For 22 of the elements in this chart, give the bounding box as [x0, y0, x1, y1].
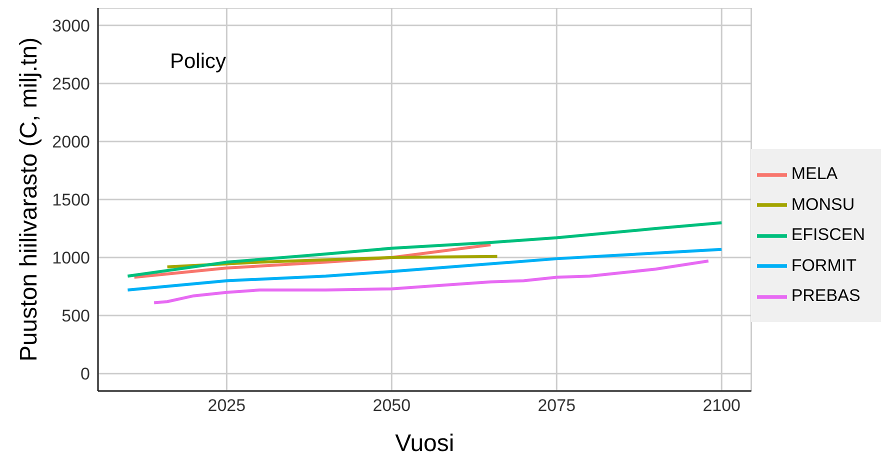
x-axis-title: Vuosi [395, 430, 454, 457]
line-series [152, 260, 710, 304]
x-tick-label: 2050 [372, 396, 411, 416]
legend-label: MELA [791, 164, 838, 184]
y-axis-title: Puuston hiilivarasto (C, milj.tn) [16, 37, 43, 362]
x-tick-label: 2075 [538, 396, 576, 416]
legend-label: MONSU [791, 194, 855, 214]
legend-label: EFISCEN [791, 225, 865, 244]
line-series [126, 221, 724, 278]
y-tick-label: 1500 [52, 190, 90, 210]
y-tick-label: 2000 [52, 132, 90, 152]
y-tick-label: 2500 [52, 74, 90, 94]
x-tick-label: 2025 [208, 396, 246, 416]
y-tick-label: 3000 [52, 16, 90, 36]
line-series [126, 248, 724, 292]
x-tick-label: 2100 [702, 396, 741, 416]
y-tick-label: 0 [80, 364, 90, 384]
annotation: Policy [170, 50, 226, 74]
legend-label: PREBAS [791, 286, 860, 306]
y-tick-label: 500 [62, 306, 90, 326]
legend-label: FORMIT [791, 256, 856, 275]
y-tick-label: 1000 [52, 248, 90, 268]
